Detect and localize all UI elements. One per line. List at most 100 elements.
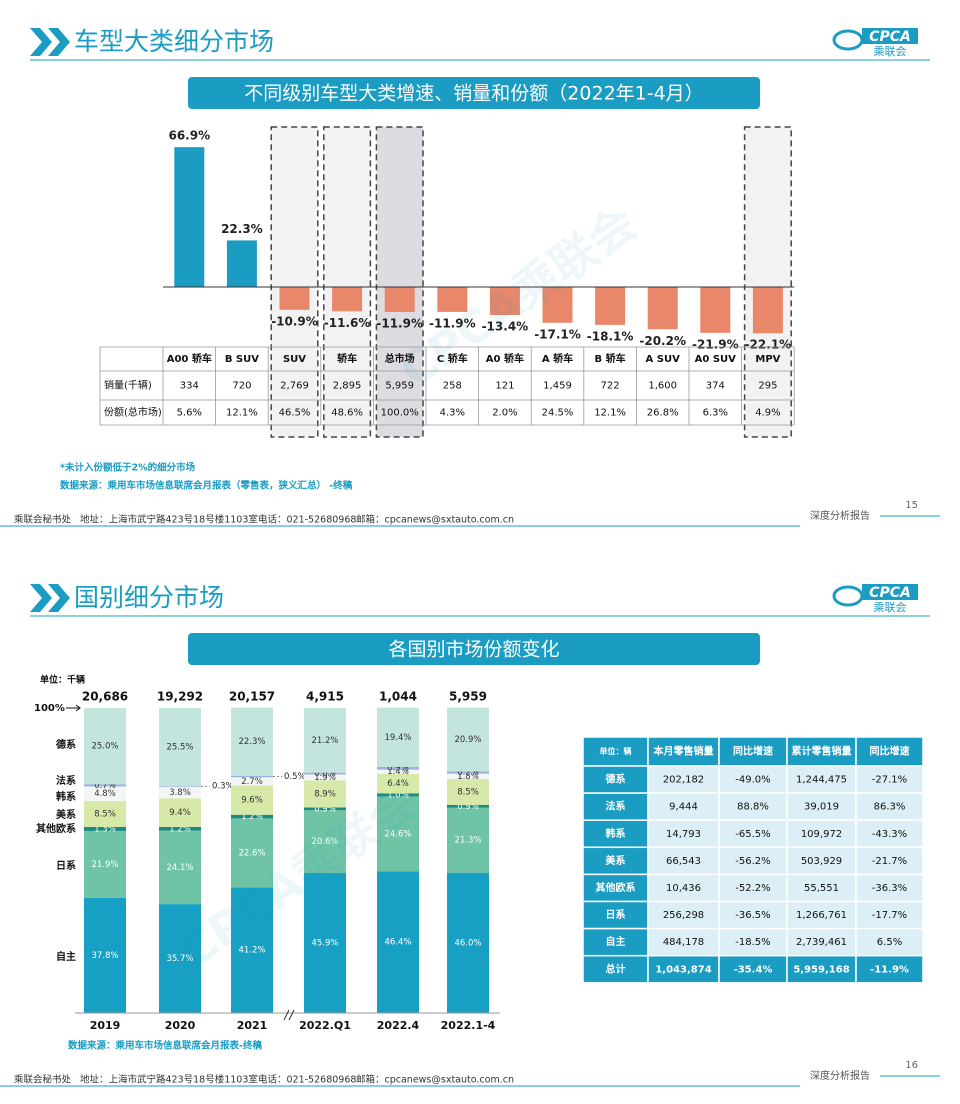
bar [647, 287, 678, 330]
bar-segment [231, 775, 273, 778]
series-label: 日系 [56, 859, 76, 872]
series-label: 韩系 [56, 790, 76, 803]
bar-segment [377, 766, 419, 770]
bar-segment [447, 872, 489, 1013]
column-header: 累计零售销量 [792, 745, 852, 758]
data-label: 1.0% [387, 790, 409, 800]
table-cell: 24.5% [542, 408, 574, 419]
data-label: 3.8% [169, 788, 191, 798]
footer-address: 地址：上海市武宁路423号18号楼1103室 [80, 1074, 258, 1086]
data-label: 0.9% [387, 764, 409, 774]
data-label: -11.9% [429, 316, 476, 330]
total-label: 5,959 [449, 690, 487, 704]
bar-segment [304, 810, 346, 874]
table-cell-bg [647, 765, 720, 794]
data-label: 1.3% [94, 824, 116, 834]
data-label: 0.5% [284, 772, 306, 782]
data-label: 21.9% [91, 860, 118, 870]
data-label: 9.6% [241, 796, 263, 806]
data-label: -18.1% [587, 329, 634, 343]
data-label: 1.9% [314, 773, 336, 783]
table-cell: 109,972 [801, 829, 842, 840]
row-header: 自主 [606, 935, 626, 948]
bar [226, 240, 257, 288]
bar-segment [304, 772, 346, 775]
table-cell-bg [647, 819, 720, 849]
bar-segment [231, 785, 273, 815]
bar-segment [159, 786, 201, 799]
footer-report: 深度分析报告 [810, 1069, 870, 1082]
data-label: 8.9% [314, 789, 336, 799]
row-header: 德系 [605, 773, 626, 786]
data-label: 0.6% [314, 769, 336, 779]
data-label: 45.9% [311, 939, 338, 949]
bar-segment [159, 830, 201, 905]
data-label: -13.4% [482, 320, 529, 334]
bar-segment [84, 826, 126, 831]
data-label: 46.4% [384, 938, 411, 948]
data-label: 35.7% [166, 954, 193, 964]
table-cell: -56.2% [735, 856, 770, 867]
table-cell: -65.5% [735, 829, 770, 840]
table-cell-bg [718, 873, 788, 903]
data-label: -20.2% [639, 334, 686, 348]
table-cell: 484,178 [663, 937, 704, 948]
bar-segment [447, 807, 489, 873]
bar-segment [304, 873, 346, 1013]
table-cell: 26.8% [647, 408, 679, 419]
data-label: 9.4% [169, 808, 191, 818]
column-header: C 轿车 [437, 352, 468, 365]
data-label: 24.1% [166, 863, 193, 873]
chevron-icon [30, 28, 70, 56]
data-label: -11.9% [376, 316, 423, 330]
highlight-box [323, 126, 372, 438]
table-cell: 334 [180, 381, 199, 392]
bar-segment [304, 774, 346, 781]
table-cell-bg [582, 927, 649, 957]
table-cell: 39,019 [804, 802, 839, 813]
row-header: 日系 [606, 908, 626, 921]
data-label: 22.6% [238, 848, 265, 858]
series-label: 其他欧系 [36, 822, 76, 835]
column-header: 单位：辆 [600, 746, 632, 756]
table-cell: 5,959,168 [793, 964, 849, 975]
bar-segment [447, 773, 489, 780]
column-header: SUV [283, 354, 306, 365]
table-cell: 2,769 [280, 381, 309, 392]
table-cell: 66,543 [666, 856, 701, 867]
total-label: 19,292 [157, 690, 203, 704]
bar [542, 287, 573, 323]
bar-segment [159, 785, 201, 787]
table-cell: 503,929 [801, 856, 842, 867]
header-cell [718, 736, 788, 767]
bar-segment [447, 779, 489, 805]
table-cell-bg [582, 900, 649, 930]
column-header: A 轿车 [542, 352, 573, 365]
table-cell: -11.9% [870, 964, 909, 975]
column-header: A0 SUV [695, 354, 737, 365]
bar-segment [377, 773, 419, 794]
table-cell: -49.0% [735, 775, 770, 786]
table-cell: 258 [443, 381, 462, 392]
unit-label: 单位：千辆 [40, 674, 85, 686]
bar-segment [304, 807, 346, 811]
bar-segment [159, 708, 201, 786]
bar-segment [84, 708, 126, 785]
table-cell: 1,266,761 [796, 910, 847, 921]
table-cell: 1,043,874 [655, 964, 711, 975]
bar [700, 287, 731, 333]
data-label: 19.4% [384, 733, 411, 743]
column-header: A SUV [646, 354, 681, 365]
table-cell: 2,739,461 [796, 937, 847, 948]
table-cell: 2.0% [492, 408, 517, 419]
bar-segment [159, 798, 201, 827]
data-label: 2.7% [241, 777, 263, 787]
table-cell-bg [786, 819, 857, 849]
banner-title: 不同级别车型大类增速、销量和份额（2022年1-4月） [244, 83, 703, 105]
bar-segment [84, 897, 126, 1013]
table-cell: 1,459 [543, 381, 572, 392]
table-cell: -36.3% [872, 883, 907, 894]
table-cell-bg [855, 792, 924, 821]
highlight-box [743, 126, 792, 438]
